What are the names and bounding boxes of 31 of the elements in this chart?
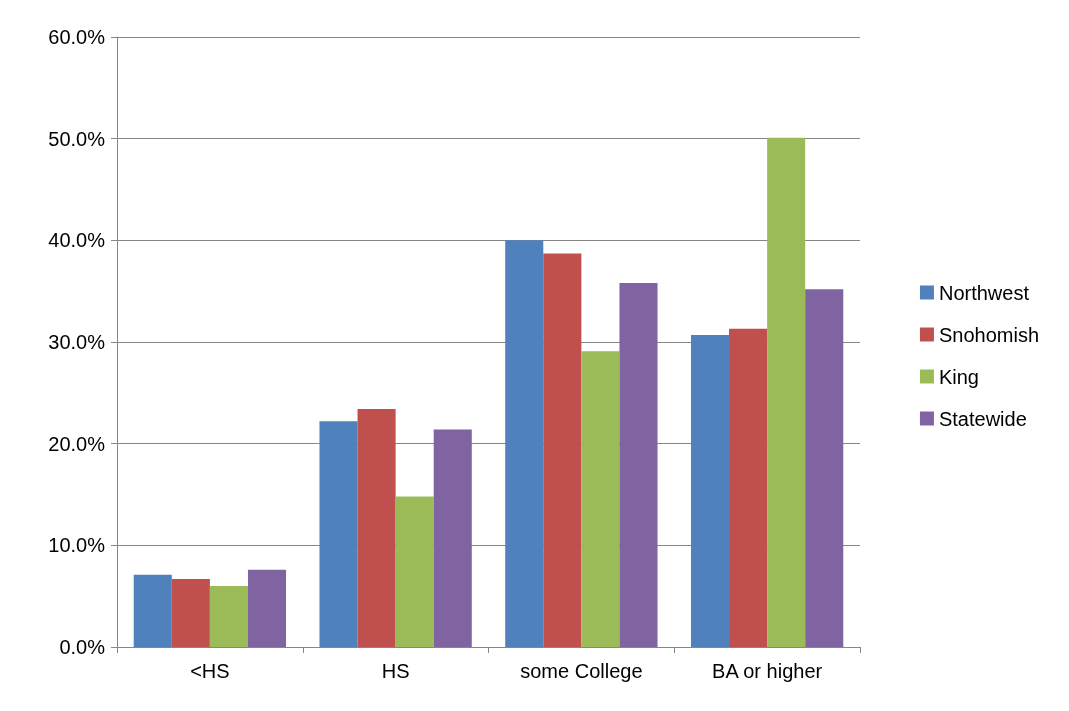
bar xyxy=(619,283,658,647)
y-tick-label: 0.0% xyxy=(59,636,106,658)
legend-label: Snohomish xyxy=(938,323,1039,346)
y-tick-label: 30.0% xyxy=(48,331,106,353)
bar xyxy=(767,137,806,647)
x-tick-label: HS xyxy=(381,660,410,682)
bar xyxy=(319,421,358,647)
x-tick-label: BA or higher xyxy=(712,660,823,682)
y-tick-label: 50.0% xyxy=(48,127,106,150)
x-tick-label: <HS xyxy=(190,660,230,682)
x-tick-label: some College xyxy=(520,660,643,682)
bar xyxy=(433,429,472,647)
bar xyxy=(690,334,730,647)
bar xyxy=(247,569,287,647)
y-tick-label: 40.0% xyxy=(48,229,106,252)
bar xyxy=(395,496,434,647)
bar xyxy=(505,240,544,647)
y-tick-label: 10.0% xyxy=(48,534,106,557)
bar xyxy=(729,328,768,647)
y-tick-label: 60.0% xyxy=(48,26,106,48)
bar xyxy=(581,351,620,647)
bar xyxy=(171,578,210,647)
legend-label: King xyxy=(938,365,979,388)
bar xyxy=(133,574,172,647)
y-tick-label: 20.0% xyxy=(48,432,106,455)
legend-label: Northwest xyxy=(938,281,1030,304)
bar xyxy=(805,289,844,647)
bar xyxy=(543,253,582,647)
bar xyxy=(209,586,248,647)
legend-label: Statewide xyxy=(938,407,1027,430)
bar xyxy=(357,409,396,647)
